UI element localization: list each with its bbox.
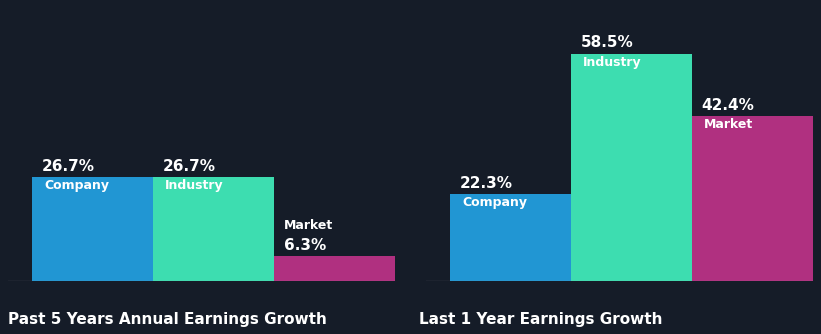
Text: 22.3%: 22.3% (460, 176, 513, 191)
Text: Company: Company (44, 179, 109, 192)
Text: Market: Market (284, 219, 333, 232)
Text: 26.7%: 26.7% (42, 159, 95, 174)
Text: Past 5 Years Annual Earnings Growth: Past 5 Years Annual Earnings Growth (8, 312, 327, 327)
Bar (450, 194, 571, 281)
Text: Market: Market (704, 118, 753, 131)
Text: 42.4%: 42.4% (702, 98, 754, 113)
Bar (32, 177, 154, 281)
Bar (571, 53, 692, 281)
Text: 26.7%: 26.7% (163, 159, 216, 174)
Text: Last 1 Year Earnings Growth: Last 1 Year Earnings Growth (419, 312, 663, 327)
Text: Company: Company (462, 196, 527, 209)
Text: 58.5%: 58.5% (580, 35, 634, 50)
Text: Industry: Industry (165, 179, 224, 192)
Bar (274, 256, 395, 281)
Text: Industry: Industry (583, 55, 642, 68)
Bar (154, 177, 274, 281)
Text: 6.3%: 6.3% (284, 238, 326, 253)
Bar (692, 116, 813, 281)
